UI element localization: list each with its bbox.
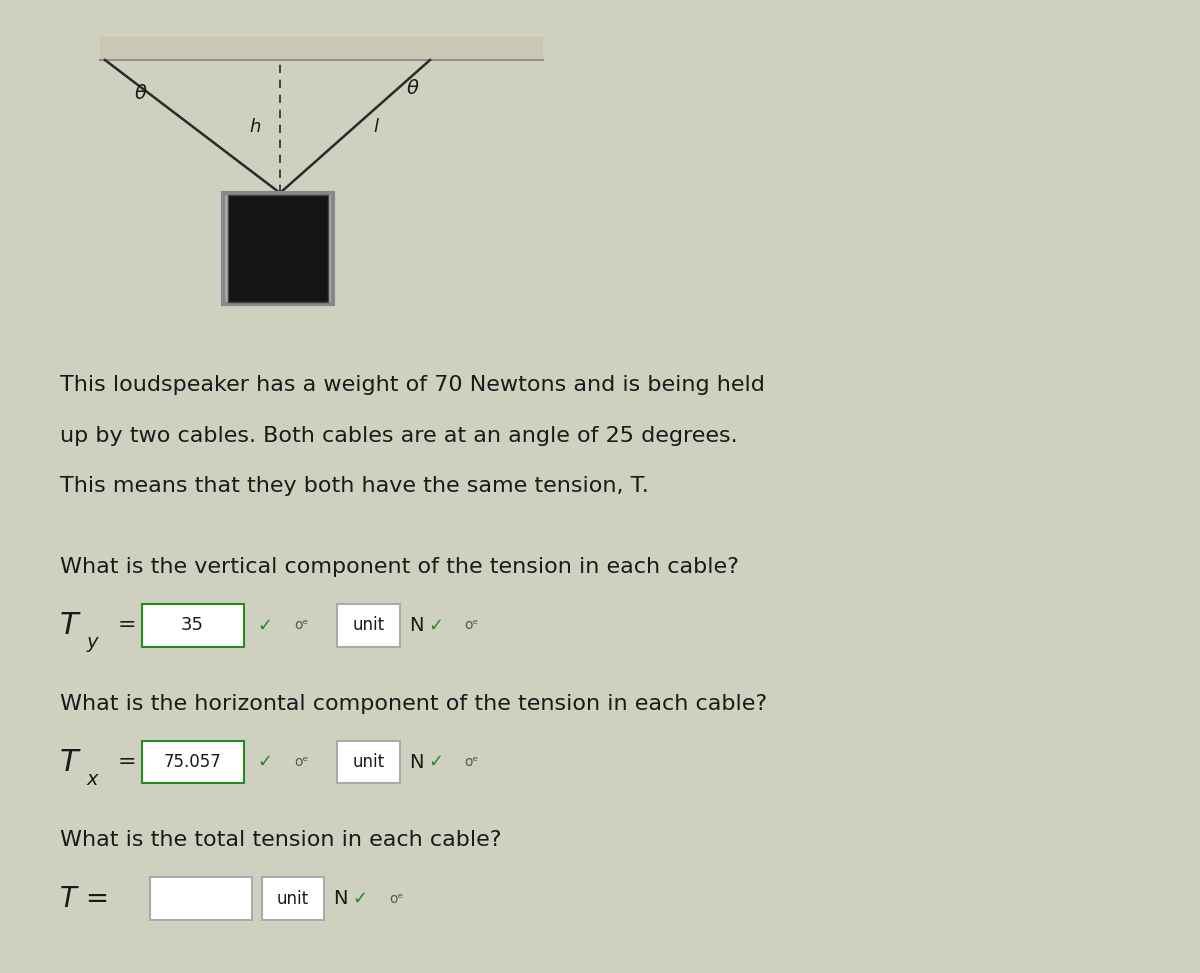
FancyBboxPatch shape (337, 604, 400, 647)
Text: N: N (334, 889, 348, 908)
Text: θ: θ (134, 85, 146, 103)
Text: What is the vertical component of the tension in each cable?: What is the vertical component of the te… (60, 558, 739, 577)
Text: y: y (86, 633, 98, 653)
Text: =: = (118, 616, 137, 635)
Text: 35: 35 (181, 617, 204, 634)
Text: N: N (409, 752, 424, 772)
Text: =: = (118, 752, 137, 772)
FancyBboxPatch shape (142, 740, 244, 783)
Text: ✓: ✓ (258, 753, 272, 771)
FancyBboxPatch shape (262, 878, 324, 920)
Text: ✓: ✓ (353, 889, 367, 908)
Text: oᵉ: oᵉ (294, 619, 308, 632)
Text: unit: unit (353, 753, 384, 771)
FancyBboxPatch shape (337, 740, 400, 783)
Text: N: N (409, 616, 424, 635)
Text: x: x (86, 770, 98, 789)
Bar (100, 35, 542, 60)
Text: unit: unit (353, 617, 384, 634)
Text: unit: unit (277, 889, 308, 908)
Text: T =: T = (60, 884, 109, 913)
FancyBboxPatch shape (228, 195, 328, 302)
Text: θ: θ (406, 80, 418, 98)
Text: oᵉ: oᵉ (464, 755, 479, 769)
Text: T: T (60, 611, 79, 640)
Text: What is the total tension in each cable?: What is the total tension in each cable? (60, 830, 502, 850)
FancyBboxPatch shape (223, 194, 332, 305)
Text: oᵉ: oᵉ (389, 891, 403, 906)
Text: up by two cables. Both cables are at an angle of 25 degrees.: up by two cables. Both cables are at an … (60, 425, 738, 446)
Text: This loudspeaker has a weight of 70 Newtons and is being held: This loudspeaker has a weight of 70 Newt… (60, 375, 764, 395)
Text: ✓: ✓ (428, 753, 443, 771)
Text: What is the horizontal component of the tension in each cable?: What is the horizontal component of the … (60, 694, 767, 714)
Text: l: l (373, 118, 378, 135)
Text: 75.057: 75.057 (163, 753, 222, 771)
FancyBboxPatch shape (142, 604, 244, 647)
Text: oᵉ: oᵉ (294, 755, 308, 769)
Text: T: T (60, 747, 79, 776)
Text: ✓: ✓ (428, 617, 443, 634)
Text: ✓: ✓ (258, 617, 272, 634)
Text: oᵉ: oᵉ (464, 619, 479, 632)
FancyBboxPatch shape (150, 878, 252, 920)
Text: h: h (250, 118, 260, 135)
Text: This means that they both have the same tension, T.: This means that they both have the same … (60, 476, 649, 496)
